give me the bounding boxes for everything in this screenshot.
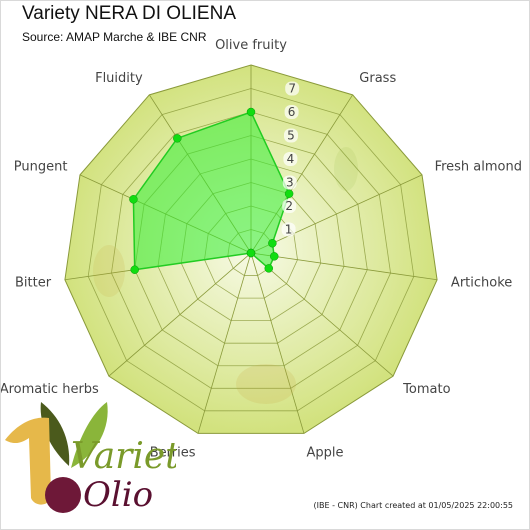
tick-label: 1 [285,223,293,237]
tick-label-bg [284,105,299,119]
tick-label-bg [282,199,297,213]
radar-ring [111,111,391,389]
data-point [246,248,256,258]
watermark-blob [334,147,358,191]
watermark-blob [93,245,125,297]
tick-label: 7 [288,82,296,96]
data-point [284,189,294,198]
axis-labels: Olive fruity Grass Fresh almond Artichoke To… [1,38,522,461]
chart-subtitle: Source: AMAP Marche & IBE CNR [22,30,207,44]
data-point [246,107,256,117]
radar-ring [87,88,415,412]
tick-label-bg [281,222,296,237]
axis-label: Olive fruity [215,38,287,53]
watermark-blob [236,364,296,404]
axis-label: Fluidity [95,71,143,86]
tick-label: 3 [286,176,294,190]
tick-label: 6 [288,105,296,119]
tick-label-bg [282,175,297,190]
radar-spoke [197,252,252,434]
axis-label: Fresh almond [435,160,522,175]
data-point [264,264,274,273]
radar-spoke [250,252,438,281]
tick-label: 2 [285,199,293,213]
series-area [132,111,290,271]
series-layer [129,107,294,274]
data-point [129,195,138,204]
radar-spoke [108,252,252,377]
axis-label: Artichoke [451,276,512,291]
watermark [93,147,358,404]
radial-tick-labels: 1 2 3 4 5 6 7 [281,81,300,237]
tick-label-bg [284,128,298,143]
axis-label: Apple [306,446,343,461]
tick-label: 4 [287,152,295,166]
logo-word-varieta: Varietà [71,436,176,477]
data-point [268,238,277,248]
radar-spoke [250,174,423,254]
logo-number-one [5,417,51,505]
radar-spoke [250,252,394,377]
axis-label: Pungent [14,160,68,175]
axis-label: Tomato [402,382,450,397]
tick-label-bg [285,81,300,96]
data-point [130,265,139,274]
variety-olio-logo: Varietà Olio [5,402,176,515]
axis-label: Grass [359,71,396,86]
axis-label: Aromatic herbs [1,382,99,397]
axis-label: Bitter [15,276,52,291]
radar-spoke [250,252,305,434]
axis-label: Berries [150,446,196,461]
logo-olive [45,477,81,513]
logo-leaf-green [71,402,108,468]
data-point [270,252,279,261]
tick-label-bg [283,152,298,166]
data-point [173,134,182,143]
chart-credit: (IBE - CNR) Chart created at 01/05/2025 … [313,501,514,510]
tick-label: 5 [287,129,295,143]
chart-title: Variety NERA DI OLIENA [22,3,236,24]
logo-word-olio: Olio [83,475,153,515]
